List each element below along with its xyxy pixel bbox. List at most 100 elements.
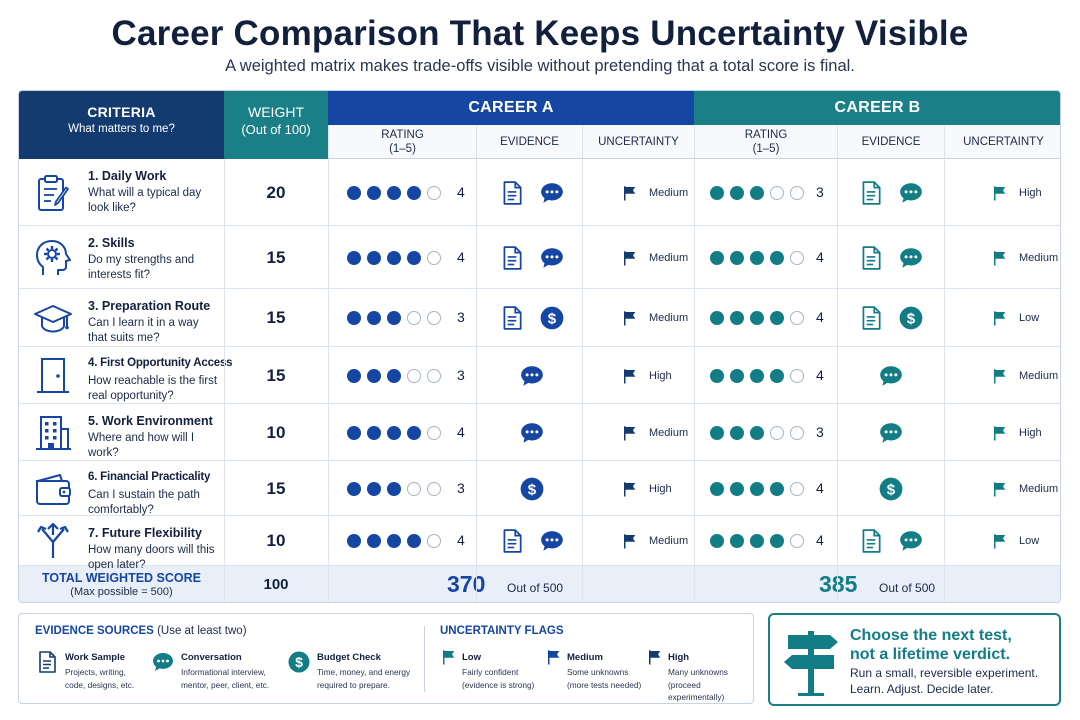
page-subtitle: A weighted matrix makes trade-offs visib… [225, 57, 855, 75]
flag-icon [991, 480, 1009, 498]
uncertainty-level: Medium [649, 426, 689, 439]
career-b-uncertainty: Medium [991, 367, 1058, 385]
criterion-weight: 15 [266, 365, 286, 385]
uncertainty-flag-title: Low [462, 652, 481, 663]
career-a-rating-value: 3 [457, 479, 465, 496]
career-b-uncertainty: Low [991, 532, 1039, 550]
rating-dot-empty [427, 185, 441, 200]
criterion-description: What will a typical day look like? [88, 187, 202, 214]
rating-header-scale: (1–5) [752, 142, 780, 155]
career-b-uncertainty-header: UNCERTAINTY [944, 125, 1060, 159]
rating-dot-filled [347, 481, 361, 496]
uncertainty-level: High [649, 369, 672, 382]
chat-icon [898, 180, 924, 206]
comparison-matrix: CRITERIA What matters to me? WEIGHT (Out… [18, 90, 1061, 603]
career-a-evidence [476, 528, 588, 554]
rating-dot-filled [710, 534, 724, 548]
career-b-total-max: Out of 500 [879, 581, 936, 595]
dollar-icon: $ [898, 305, 924, 331]
rating-dot-filled [347, 534, 361, 548]
criterion-description: Do my strengths and interests fit? [88, 254, 195, 281]
career-b-rating-value: 4 [816, 532, 824, 548]
table-row [19, 461, 1060, 516]
weight-header-label: WEIGHT [248, 104, 304, 120]
chat-icon [898, 245, 924, 271]
career-b-rating-value: 4 [816, 479, 824, 496]
callout-headline-line-1: Choose the next test, [850, 627, 1012, 644]
flag-icon [991, 309, 1009, 327]
callout-body-line-2: Learn. Adjust. Decide later. [850, 682, 994, 696]
rating-dot-empty [790, 534, 804, 548]
rating-dot-filled [730, 250, 744, 265]
callout-headline-line-2: not a lifetime verdict. [850, 646, 1011, 663]
career-a-total-max: Out of 500 [507, 581, 564, 595]
rating-dot-empty [790, 481, 804, 496]
career-a-rating-dots [347, 368, 441, 383]
table-row [19, 159, 1060, 226]
criteria-header-label: CRITERIA [87, 104, 156, 120]
career-b-evidence [837, 420, 944, 446]
branching-arrows-icon [33, 521, 73, 561]
flag-icon [545, 648, 563, 671]
rating-dot-empty [407, 311, 421, 325]
career-b-rating-dots [710, 368, 804, 383]
wallet-icon [33, 469, 73, 509]
document-icon [499, 305, 525, 331]
rating-dot-filled [730, 481, 744, 496]
callout-body: Run a small, reversible experiment. Lear… [850, 665, 1038, 697]
graduation-cap-icon [33, 298, 73, 338]
rating-dot-filled [367, 250, 381, 265]
rating-dot-filled [750, 425, 764, 440]
career-a-header: CAREER A [328, 91, 694, 125]
criterion-title: 5. Work Environment [88, 414, 213, 428]
chat-icon [898, 528, 924, 554]
rating-dot-empty [407, 481, 421, 496]
career-b-evidence-header: EVIDENCE [837, 125, 944, 159]
document-icon [499, 245, 525, 271]
evidence-sources-title: EVIDENCE SOURCES (Use at least two) [35, 625, 247, 637]
career-a-uncertainty: Medium [621, 309, 688, 327]
weight-header-sub: (Out of 100) [241, 122, 311, 137]
criteria-header: CRITERIA What matters to me? [19, 91, 224, 159]
rating-dot-filled [750, 368, 764, 383]
criterion-weight: 10 [266, 531, 286, 550]
column-divider [224, 159, 225, 602]
career-a-evidence: $ [476, 476, 588, 502]
rating-dot-filled [347, 368, 361, 383]
evidence-header-label: EVIDENCE [861, 135, 921, 148]
career-a-rating-dots [347, 185, 441, 200]
chat-icon [539, 180, 565, 206]
head-gear-icon [33, 238, 73, 278]
career-a-uncertainty-header: UNCERTAINTY [582, 125, 694, 159]
career-b-rating-value: 3 [816, 423, 824, 440]
evidence-source-title: Work Sample [65, 652, 126, 663]
flag-icon [621, 532, 639, 550]
document-icon [858, 245, 884, 271]
rating-dot-empty [790, 250, 804, 265]
weight-header: WEIGHT (Out of 100) [224, 91, 328, 159]
career-b-evidence: $ [837, 476, 944, 502]
career-b-rating-header: RATING (1–5) [694, 125, 837, 159]
career-b-rating-dots [710, 534, 804, 548]
career-a-rating-dots [347, 250, 441, 265]
flag-icon [991, 424, 1009, 442]
total-label-title: TOTAL WEIGHTED SCORE [41, 571, 202, 585]
career-a-rating-value: 3 [457, 366, 465, 383]
rating-dot-empty [770, 425, 784, 440]
column-divider [582, 159, 583, 602]
rating-header-scale: (1–5) [389, 142, 416, 155]
total-weight: 100 [263, 576, 289, 593]
rating-dot-filled [347, 311, 361, 325]
rating-header-label: RATING [744, 128, 788, 141]
chat-icon [878, 363, 904, 389]
svg-text:$: $ [528, 481, 537, 498]
uncertainty-level: Medium [1019, 482, 1059, 495]
criterion-weight: 10 [266, 422, 286, 442]
rating-dot-empty [790, 425, 804, 440]
career-b-uncertainty: High [991, 184, 1042, 202]
uncertainty-level: Medium [1019, 369, 1059, 382]
career-a-rating-value: 4 [457, 248, 465, 265]
uncertainty-flag-description: (proceed experimentally) [668, 680, 725, 702]
rating-dot-filled [730, 368, 744, 383]
legend-panel: EVIDENCE SOURCES (Use at least two) UNCE… [18, 613, 754, 704]
